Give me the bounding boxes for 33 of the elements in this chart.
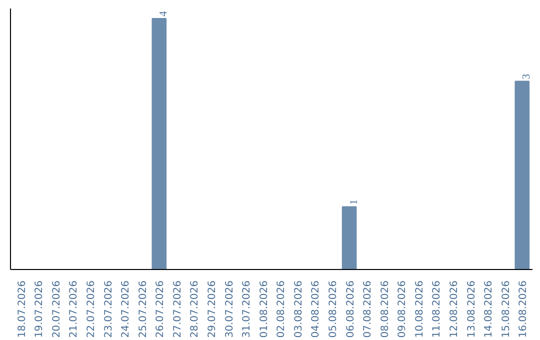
- x-tick-label: 28.07.2026: [190, 280, 201, 338]
- x-tick-label: 30.07.2026: [224, 280, 236, 338]
- x-tick-label: 04.08.2026: [310, 280, 322, 338]
- x-tick-label: 09.08.2026: [397, 280, 408, 338]
- x-tick-label: 31.07.2026: [242, 280, 253, 338]
- x-tick-label: 18.07.2026: [16, 280, 28, 338]
- x-tick-label: 29.07.2026: [207, 280, 218, 338]
- x-tick-label: 25.07.2026: [138, 280, 149, 338]
- x-tick-label: 05.08.2026: [328, 280, 339, 338]
- x-tick-label: 19.07.2026: [34, 280, 46, 338]
- x-tick-label: 07.08.2026: [362, 280, 374, 338]
- x-tick-label: 13.08.2026: [466, 280, 478, 338]
- data-label: 4: [158, 10, 170, 17]
- x-tick-label: 02.08.2026: [276, 280, 288, 338]
- data-label: 1: [348, 199, 360, 205]
- x-tick-label: 01.08.2026: [258, 280, 270, 338]
- x-tick-label: 15.08.2026: [500, 280, 512, 338]
- x-tick-label: 10.08.2026: [414, 280, 426, 338]
- x-tick-label: 23.07.2026: [103, 280, 114, 338]
- x-tick-label: 26.07.2026: [155, 280, 166, 338]
- x-tick-label: 24.07.2026: [120, 280, 132, 338]
- data-label: 3: [522, 74, 533, 80]
- x-tick-label: 27.07.2026: [172, 280, 184, 338]
- x-tick-label: 20.07.2026: [51, 280, 62, 338]
- x-tick-label: 08.08.2026: [380, 280, 391, 338]
- x-tick-label: 16.08.2026: [518, 280, 530, 338]
- x-tick-label: 22.07.2026: [86, 280, 98, 338]
- x-tick-label: 12.08.2026: [448, 280, 460, 338]
- x-tick-label: 14.08.2026: [484, 280, 495, 338]
- x-tick-label: 06.08.2026: [345, 280, 356, 338]
- x-tick-label: 21.07.2026: [68, 280, 80, 338]
- x-tick-label: 11.08.2026: [432, 280, 443, 338]
- x-tick-label: 03.08.2026: [293, 280, 304, 338]
